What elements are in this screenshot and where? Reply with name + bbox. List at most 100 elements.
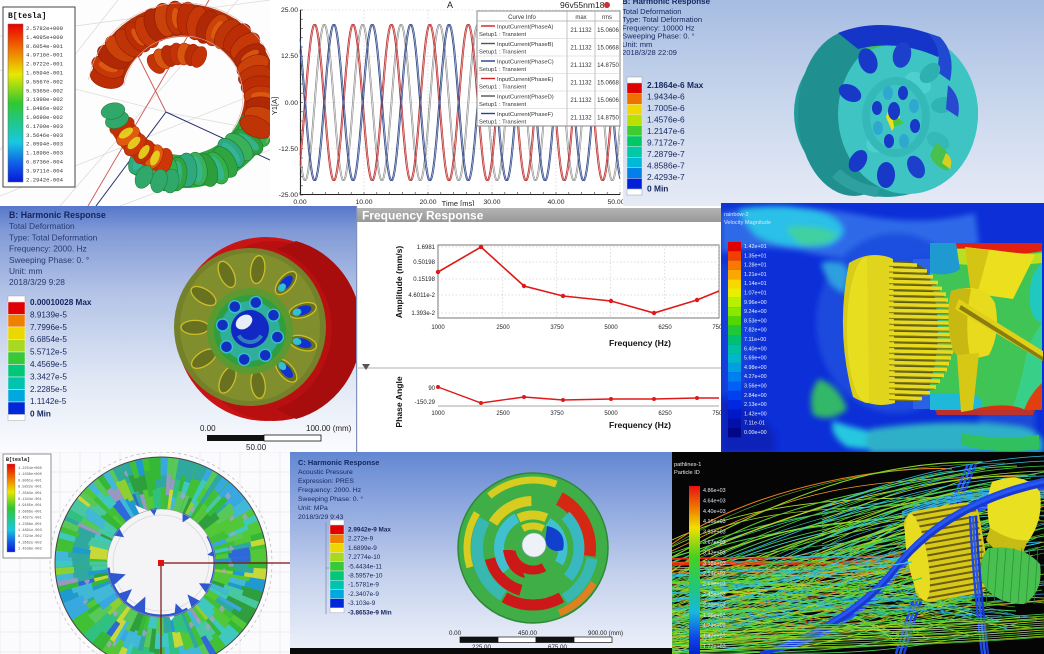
svg-text:-1.5781e-9: -1.5781e-9 <box>348 582 379 589</box>
svg-text:Particle ID: Particle ID <box>674 470 700 476</box>
svg-text:4.6011e-2: 4.6011e-2 <box>408 293 435 299</box>
svg-text:100.00 (mm): 100.00 (mm) <box>306 424 352 433</box>
svg-text:9.96e+00: 9.96e+00 <box>744 300 767 306</box>
svg-text:7.11e-01: 7.11e-01 <box>744 421 765 427</box>
svg-text:7.11e+00: 7.11e+00 <box>744 337 766 343</box>
svg-text:4.86e+03: 4.86e+03 <box>703 488 726 494</box>
svg-text:1.6594e-001: 1.6594e-001 <box>26 70 64 77</box>
svg-text:Setup1 : Transient: Setup1 : Transient <box>479 67 526 73</box>
svg-text:21.1132: 21.1132 <box>570 81 592 87</box>
svg-text:15.0606: 15.0606 <box>597 98 619 104</box>
svg-text:1.7005e-6: 1.7005e-6 <box>647 103 685 113</box>
svg-text:A: A <box>447 0 453 10</box>
svg-text:4.3662e-002: 4.3662e-002 <box>18 541 42 545</box>
svg-text:15.0668: 15.0668 <box>597 81 619 87</box>
svg-text:2.45e+03: 2.45e+03 <box>703 592 726 598</box>
svg-text:8.5822e-001: 8.5822e-001 <box>18 486 42 490</box>
svg-text:2.2285e-5: 2.2285e-5 <box>30 385 67 394</box>
svg-text:InputCurrent(PhaseE): InputCurrent(PhaseE) <box>497 77 553 83</box>
svg-text:2.0722e-001: 2.0722e-001 <box>26 61 64 68</box>
svg-text:5000: 5000 <box>604 325 618 331</box>
svg-text:Unit: mm: Unit: mm <box>623 40 652 49</box>
svg-text:InputCurrent(PhaseD): InputCurrent(PhaseD) <box>497 95 554 101</box>
svg-text:0.00: 0.00 <box>285 100 298 107</box>
svg-text:1.42e+00: 1.42e+00 <box>744 411 767 417</box>
svg-text:1000: 1000 <box>431 411 445 417</box>
svg-text:8.6054e-001: 8.6054e-001 <box>26 43 64 50</box>
svg-text:6.1344e-001: 6.1344e-001 <box>18 498 42 502</box>
svg-text:15.0606: 15.0606 <box>597 28 619 34</box>
svg-text:Sweeping Phase: 0. °: Sweeping Phase: 0. ° <box>9 255 89 265</box>
svg-text:1.28e+01: 1.28e+01 <box>744 263 767 269</box>
svg-text:InputCurrent(PhaseC): InputCurrent(PhaseC) <box>497 60 554 66</box>
svg-text:B[tesla]: B[tesla] <box>8 12 46 21</box>
svg-text:1.6981: 1.6981 <box>417 245 436 251</box>
svg-text:3.91e+03: 3.91e+03 <box>703 530 726 536</box>
svg-text:Phase Angle: Phase Angle <box>394 376 404 427</box>
svg-text:1.2388e-001: 1.2388e-001 <box>18 523 42 527</box>
svg-text:90: 90 <box>428 386 435 392</box>
svg-text:4.27e+00: 4.27e+00 <box>744 374 767 380</box>
svg-text:9.7172e-7: 9.7172e-7 <box>647 138 685 148</box>
svg-text:14.8750: 14.8750 <box>597 116 619 122</box>
svg-text:14.8750: 14.8750 <box>597 63 619 69</box>
svg-text:-3.8653e-9 Min: -3.8653e-9 Min <box>348 609 392 616</box>
svg-text:675.00: 675.00 <box>548 644 567 651</box>
svg-text:-5.4434e-11: -5.4434e-11 <box>348 563 382 570</box>
svg-text:rms: rms <box>602 15 612 21</box>
svg-text:max: max <box>575 15 586 21</box>
svg-text:Unit: MPa: Unit: MPa <box>298 505 328 512</box>
svg-text:InputCurrent(PhaseB): InputCurrent(PhaseB) <box>497 42 553 48</box>
svg-text:Frequency (Hz): Frequency (Hz) <box>609 338 671 348</box>
svg-text:Sweeping Phase: 0. °: Sweeping Phase: 0. ° <box>623 32 695 41</box>
svg-text:7500: 7500 <box>712 325 722 331</box>
svg-text:Setup1 : Transient: Setup1 : Transient <box>479 102 526 108</box>
svg-text:7.82e+00: 7.82e+00 <box>744 328 767 334</box>
svg-text:1.0690e-002: 1.0690e-002 <box>26 114 63 121</box>
svg-text:2.5782e+000: 2.5782e+000 <box>26 25 64 32</box>
svg-text:Frequency: 2000. Hz: Frequency: 2000. Hz <box>298 487 362 494</box>
svg-text:1.2147e-6: 1.2147e-6 <box>647 126 685 136</box>
svg-text:Frequency: 10000 Hz: Frequency: 10000 Hz <box>623 23 695 32</box>
svg-text:B[tesla]: B[tesla] <box>6 457 30 463</box>
svg-text:Velocity Magnitude: Velocity Magnitude <box>724 220 771 226</box>
svg-text:10.00: 10.00 <box>355 199 372 206</box>
svg-text:Amplitude (mm/s): Amplitude (mm/s) <box>394 246 404 319</box>
svg-text:3.5646e-003: 3.5646e-003 <box>26 132 63 139</box>
svg-text:B: Harmonic Response: B: Harmonic Response <box>9 210 106 220</box>
svg-text:Total Deformation: Total Deformation <box>623 7 682 16</box>
svg-text:5.5712e-5: 5.5712e-5 <box>30 348 67 357</box>
svg-text:1.8486e-002: 1.8486e-002 <box>26 105 63 112</box>
svg-text:21.1132: 21.1132 <box>570 116 592 122</box>
svg-text:Frequency (Hz): Frequency (Hz) <box>609 420 671 430</box>
svg-text:1.22e+03: 1.22e+03 <box>703 644 726 650</box>
svg-text:-25.00: -25.00 <box>279 192 298 199</box>
svg-text:5.69e+00: 5.69e+00 <box>744 356 767 362</box>
svg-text:C: Harmonic Response: C: Harmonic Response <box>298 458 379 467</box>
svg-text:3.6866e-001: 3.6866e-001 <box>18 510 42 514</box>
svg-text:900.00 (mm): 900.00 (mm) <box>588 630 623 637</box>
svg-text:B: Harmonic Response: B: Harmonic Response <box>623 0 711 6</box>
svg-text:1.1030e+000: 1.1030e+000 <box>18 473 42 477</box>
svg-text:Type: Total Deformation: Type: Total Deformation <box>623 15 702 24</box>
svg-text:7.2774e-10: 7.2774e-10 <box>348 554 381 561</box>
svg-text:-3.103e-9: -3.103e-9 <box>348 600 376 607</box>
svg-text:pathlines-1: pathlines-1 <box>674 462 701 468</box>
svg-text:1.9434e-6: 1.9434e-6 <box>647 92 685 102</box>
svg-text:3.9711e-004: 3.9711e-004 <box>26 167 64 174</box>
svg-text:3.1998e-002: 3.1998e-002 <box>26 96 63 103</box>
svg-text:-12.50: -12.50 <box>279 146 298 153</box>
svg-text:1.42e+01: 1.42e+01 <box>744 244 767 250</box>
svg-text:Setup1 : Transient: Setup1 : Transient <box>479 85 526 91</box>
svg-text:3750: 3750 <box>550 411 564 417</box>
svg-text:Time [ms]: Time [ms] <box>442 199 475 207</box>
svg-text:4.9716e-001: 4.9716e-001 <box>26 52 64 59</box>
svg-text:2.69e+03: 2.69e+03 <box>703 582 726 588</box>
svg-text:6.6854e-5: 6.6854e-5 <box>30 335 67 344</box>
svg-text:3.18e+03: 3.18e+03 <box>703 561 726 567</box>
svg-text:8.9139e-5: 8.9139e-5 <box>30 310 67 319</box>
svg-text:1.1142e-5: 1.1142e-5 <box>30 397 67 406</box>
svg-text:2.13e+00: 2.13e+00 <box>744 402 767 408</box>
svg-text:225.00: 225.00 <box>472 644 491 651</box>
svg-text:2500: 2500 <box>496 411 510 417</box>
